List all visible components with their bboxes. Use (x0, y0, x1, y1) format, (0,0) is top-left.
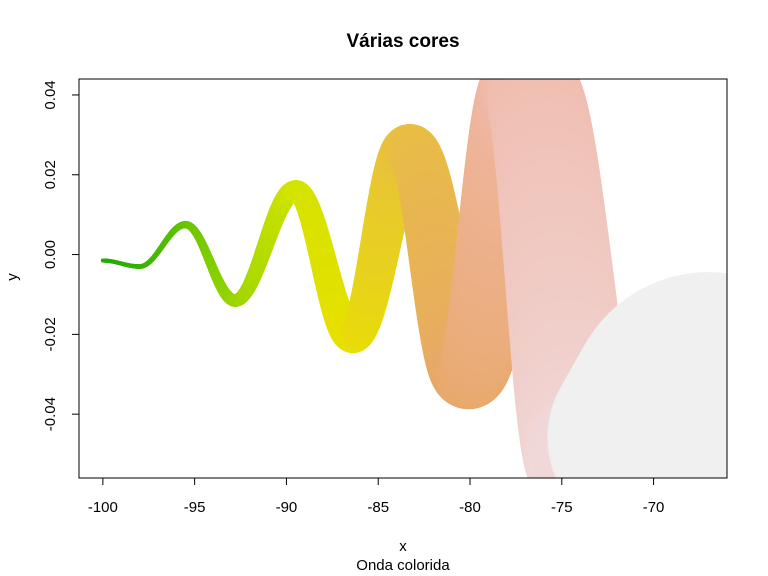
x-axis: -100 -95 -90 -85 -80 -75 -70 (88, 477, 665, 516)
chart-subtitle: Onda colorida (356, 557, 450, 574)
y-tick-label: -0.02 (42, 317, 59, 351)
x-tick-label: -95 (184, 499, 206, 516)
x-tick-label: -75 (551, 499, 573, 516)
y-tick-label: 0.04 (42, 80, 59, 109)
x-tick-label: -85 (367, 499, 389, 516)
chart-title: Várias cores (346, 31, 459, 52)
x-tick-label: -100 (88, 499, 118, 516)
wave-end-point (566, 272, 727, 478)
plot-area (100, 79, 727, 478)
x-tick-label: -70 (643, 499, 665, 516)
y-tick-label: -0.04 (42, 397, 59, 431)
x-tick-label: -80 (459, 499, 481, 516)
y-axis: -0.04 -0.02 0.00 0.02 0.04 (42, 80, 80, 431)
x-tick-label: -90 (276, 499, 298, 516)
x-axis-label: x (399, 538, 407, 555)
y-tick-label: 0.02 (42, 160, 59, 189)
y-axis-label: y (4, 273, 21, 281)
y-tick-label: 0.00 (42, 240, 59, 269)
